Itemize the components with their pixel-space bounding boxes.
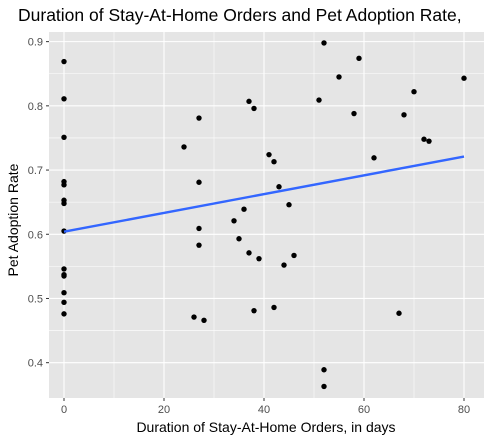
x-tick-label: 20 bbox=[158, 404, 170, 416]
data-point bbox=[61, 58, 67, 65]
data-point bbox=[271, 304, 277, 311]
data-point bbox=[61, 311, 67, 317]
data-point bbox=[421, 136, 427, 142]
data-point bbox=[321, 383, 327, 390]
y-tick-label: 0.5 bbox=[28, 293, 43, 305]
x-tick-label: 80 bbox=[458, 404, 470, 416]
y-tick-label: 0.7 bbox=[28, 165, 43, 177]
data-point bbox=[321, 40, 327, 46]
data-point bbox=[196, 115, 202, 121]
x-axis-ticks: 0 20 40 60 80 bbox=[61, 398, 470, 416]
data-point bbox=[251, 307, 257, 314]
data-point bbox=[276, 184, 282, 190]
chart-title: Duration of Stay-At-Home Orders and Pet … bbox=[18, 5, 462, 25]
data-point bbox=[461, 75, 467, 81]
y-axis-ticks: 0.4 0.5 0.6 0.7 0.8 0.9 bbox=[28, 37, 49, 370]
y-tick-label: 0.4 bbox=[28, 358, 43, 370]
y-tick-label: 0.6 bbox=[28, 229, 43, 241]
data-point bbox=[191, 314, 197, 320]
data-point bbox=[181, 144, 187, 150]
data-point bbox=[61, 182, 67, 188]
data-point bbox=[61, 200, 67, 207]
data-point bbox=[251, 105, 257, 112]
data-point bbox=[196, 242, 202, 248]
y-tick-label: 0.8 bbox=[28, 101, 43, 113]
data-point bbox=[246, 250, 252, 256]
plot-panel bbox=[49, 32, 484, 398]
data-point bbox=[336, 74, 342, 80]
data-point bbox=[256, 255, 262, 262]
data-point bbox=[231, 218, 237, 224]
data-point bbox=[266, 151, 272, 158]
data-point bbox=[411, 89, 417, 95]
data-point bbox=[426, 138, 432, 144]
data-point bbox=[61, 299, 67, 306]
data-points bbox=[61, 40, 467, 390]
data-point bbox=[351, 110, 357, 117]
data-point bbox=[286, 202, 292, 208]
y-tick-label: 0.9 bbox=[28, 37, 43, 49]
data-point bbox=[196, 179, 202, 185]
data-point bbox=[281, 262, 287, 268]
data-point bbox=[246, 98, 252, 105]
data-point bbox=[321, 367, 327, 373]
data-point bbox=[61, 266, 67, 272]
trend-line bbox=[63, 155, 465, 233]
data-point bbox=[201, 317, 207, 324]
data-point bbox=[196, 225, 202, 232]
data-point bbox=[401, 112, 407, 118]
data-point bbox=[271, 159, 277, 165]
data-point bbox=[291, 252, 297, 259]
data-point bbox=[396, 310, 402, 316]
x-tick-label: 0 bbox=[61, 404, 67, 416]
x-tick-label: 60 bbox=[358, 404, 370, 416]
x-tick-label: 40 bbox=[258, 404, 270, 416]
data-point bbox=[61, 273, 67, 279]
data-point bbox=[61, 134, 67, 141]
data-point bbox=[61, 96, 67, 102]
data-point bbox=[356, 55, 362, 62]
data-point bbox=[371, 155, 377, 161]
data-point bbox=[236, 236, 242, 242]
major-gridlines bbox=[49, 32, 484, 398]
data-point bbox=[241, 206, 247, 212]
y-axis-title: Pet Adoption Rate bbox=[5, 163, 21, 276]
data-point bbox=[316, 97, 322, 103]
x-axis-title: Duration of Stay-At-Home Orders, in days bbox=[136, 419, 395, 435]
data-point bbox=[61, 289, 67, 296]
